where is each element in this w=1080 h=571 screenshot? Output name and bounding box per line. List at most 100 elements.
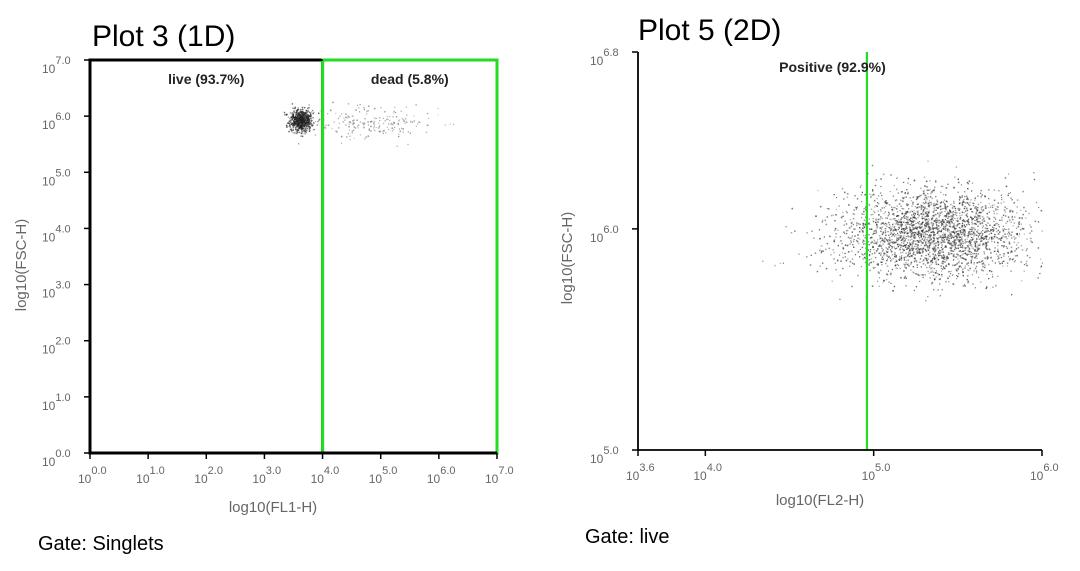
data-point: [987, 241, 989, 243]
data-point: [900, 259, 902, 261]
data-point: [912, 266, 915, 268]
data-point: [404, 122, 406, 124]
data-point: [965, 259, 967, 261]
data-point: [304, 119, 306, 121]
data-point: [925, 233, 927, 235]
data-point: [912, 271, 914, 273]
data-point: [1002, 225, 1004, 227]
data-point: [953, 225, 955, 228]
data-point: [964, 232, 966, 234]
data-point: [970, 262, 972, 264]
data-point: [942, 220, 944, 223]
data-point: [389, 119, 391, 122]
data-point: [911, 248, 913, 250]
data-point: [297, 115, 299, 117]
data-point: [950, 203, 952, 206]
data-points: [283, 101, 455, 148]
data-point: [986, 255, 989, 258]
data-point: [989, 249, 991, 251]
data-point: [917, 212, 919, 214]
data-point: [365, 136, 368, 138]
data-point: [879, 241, 882, 243]
data-point: [875, 218, 877, 220]
data-point: [364, 118, 366, 120]
data-point: [893, 184, 895, 187]
data-point: [391, 130, 393, 132]
data-point: [874, 230, 877, 232]
data-point: [872, 246, 874, 248]
data-point: [861, 227, 864, 229]
data-point: [944, 233, 946, 236]
data-point: [901, 242, 903, 244]
data-point: [992, 229, 995, 232]
data-point: [918, 206, 920, 208]
data-point: [878, 235, 881, 237]
data-point: [379, 130, 382, 133]
data-point: [946, 221, 948, 223]
data-point: [948, 222, 950, 225]
data-point: [971, 223, 973, 225]
data-point: [906, 221, 908, 223]
data-point: [296, 122, 299, 125]
data-point: [983, 220, 985, 223]
data-point: [901, 227, 903, 230]
data-point: [929, 277, 931, 279]
data-point: [893, 235, 896, 238]
data-point: [954, 212, 956, 214]
data-point: [953, 202, 955, 204]
data-point: [949, 222, 951, 225]
data-point: [300, 135, 302, 137]
data-point: [901, 222, 903, 224]
data-point: [288, 122, 291, 125]
data-point: [952, 216, 955, 218]
data-point: [957, 208, 959, 210]
data-point: [286, 126, 288, 128]
data-point: [941, 223, 943, 226]
data-point: [886, 251, 888, 254]
data-point: [995, 253, 998, 255]
data-point: [308, 123, 311, 125]
data-point: [945, 236, 947, 239]
data-point: [981, 240, 983, 242]
data-point: [935, 218, 937, 221]
data-point: [981, 222, 984, 224]
data-point: [948, 235, 950, 238]
data-point: [396, 145, 398, 148]
data-point: [969, 239, 972, 241]
data-point: [920, 274, 922, 276]
data-point: [907, 221, 909, 224]
data-point: [314, 121, 317, 123]
data-point: [962, 219, 965, 221]
data-point: [958, 239, 961, 241]
data-point: [972, 247, 974, 250]
data-point: [943, 267, 945, 269]
data-point: [973, 270, 975, 272]
data-point: [939, 235, 942, 237]
data-point: [837, 260, 839, 262]
data-point: [393, 128, 395, 131]
data-point: [943, 239, 946, 241]
data-point: [916, 245, 918, 248]
data-point: [940, 201, 942, 204]
data-point: [957, 247, 959, 249]
data-point: [859, 186, 861, 188]
data-point: [860, 184, 862, 187]
data-point: [956, 270, 958, 272]
data-point: [1031, 230, 1033, 232]
data-point: [843, 198, 845, 200]
data-point: [875, 205, 877, 207]
data-point: [945, 206, 947, 208]
data-point: [941, 248, 944, 251]
data-point: [914, 254, 916, 256]
data-point: [900, 218, 902, 221]
data-point: [313, 121, 315, 124]
data-point: [935, 248, 937, 250]
data-point: [945, 216, 947, 218]
data-point: [946, 256, 948, 258]
data-point: [880, 223, 882, 225]
data-point: [954, 249, 956, 251]
data-point: [295, 133, 297, 135]
data-point: [920, 247, 922, 250]
data-point: [920, 208, 923, 211]
data-point: [908, 248, 910, 250]
